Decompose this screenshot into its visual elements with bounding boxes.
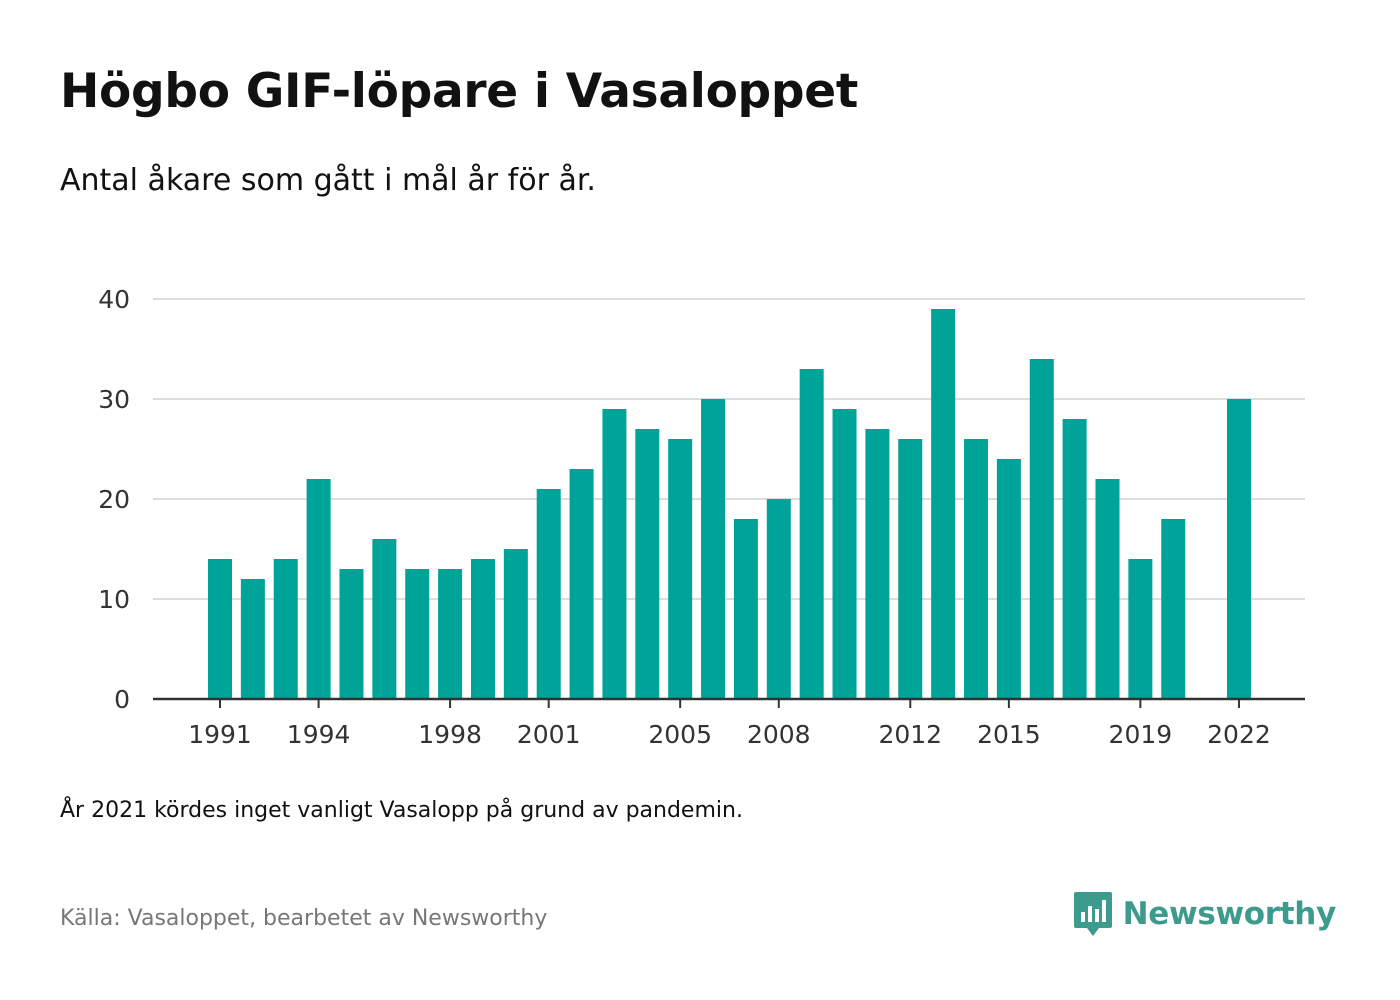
bar-2008	[766, 499, 791, 699]
x-tick-label: 2012	[878, 720, 942, 749]
chart-title: Högbo GIF-löpare i Vasaloppet	[60, 64, 858, 119]
bar-2019	[1128, 559, 1153, 699]
y-tick-label: 30	[98, 385, 130, 414]
x-tick-label: 2019	[1109, 720, 1173, 749]
source-credit: Källa: Vasaloppet, bearbetet av Newswort…	[60, 906, 548, 931]
bar-2009	[799, 369, 824, 699]
bar-2010	[832, 409, 857, 699]
bar-1997	[405, 569, 430, 699]
bar-2011	[865, 429, 890, 699]
bar-2016	[1029, 359, 1054, 699]
x-tick-label: 1991	[188, 720, 252, 749]
x-tick-label: 2022	[1207, 720, 1271, 749]
bar-chart: 0 10 20 30 40 1991 1994 1998 2001 2005 2008 2012 201…	[98, 285, 1305, 749]
bar-2005	[668, 439, 693, 699]
bar-2012	[898, 439, 923, 699]
bar-2013	[931, 309, 956, 699]
brand-name: Newsworthy	[1122, 896, 1337, 932]
bar-1995	[339, 569, 364, 699]
bar-2003	[602, 409, 627, 699]
x-tick-label: 2001	[517, 720, 581, 749]
bar-1991	[208, 559, 232, 699]
x-tick-label: 2015	[977, 720, 1041, 749]
bar-2014	[964, 439, 989, 699]
bar-1999	[470, 559, 495, 699]
bar-1994	[306, 479, 331, 699]
y-tick-label: 40	[98, 285, 130, 314]
y-tick-label: 0	[114, 685, 130, 714]
bar-2020	[1161, 519, 1186, 699]
bar-1998	[438, 569, 463, 699]
bars	[208, 309, 1251, 699]
newsworthy-logo[interactable]: Newsworthy	[1073, 890, 1336, 938]
bar-2018	[1095, 479, 1120, 699]
chart-note: År 2021 kördes inget vanligt Vasalopp på…	[60, 798, 743, 823]
bar-1996	[372, 539, 397, 699]
bar-2017	[1062, 419, 1087, 699]
x-tick-label: 1994	[287, 720, 351, 749]
x-tick-label: 2008	[747, 720, 811, 749]
bar-2006	[701, 399, 726, 699]
x-tick-label: 1998	[418, 720, 482, 749]
newsworthy-logo-icon	[1073, 892, 1112, 936]
bar-2001	[536, 489, 561, 699]
bar-2015	[996, 459, 1021, 699]
bar-2007	[733, 519, 758, 699]
x-tick-label: 2005	[648, 720, 712, 749]
y-tick-label: 10	[98, 585, 130, 614]
bar-2000	[503, 549, 528, 699]
bar-1993	[273, 559, 298, 699]
y-tick-label: 20	[98, 485, 130, 514]
axes: 0 10 20 30 40 1991 1994 1998 2001 2005 2008 2012 201…	[98, 285, 1305, 749]
bar-2022	[1226, 399, 1251, 699]
bar-1992	[240, 579, 265, 699]
chart-subtitle: Antal åkare som gått i mål år för år.	[60, 163, 596, 198]
bar-2004	[635, 429, 660, 699]
bar-2002	[569, 469, 594, 699]
